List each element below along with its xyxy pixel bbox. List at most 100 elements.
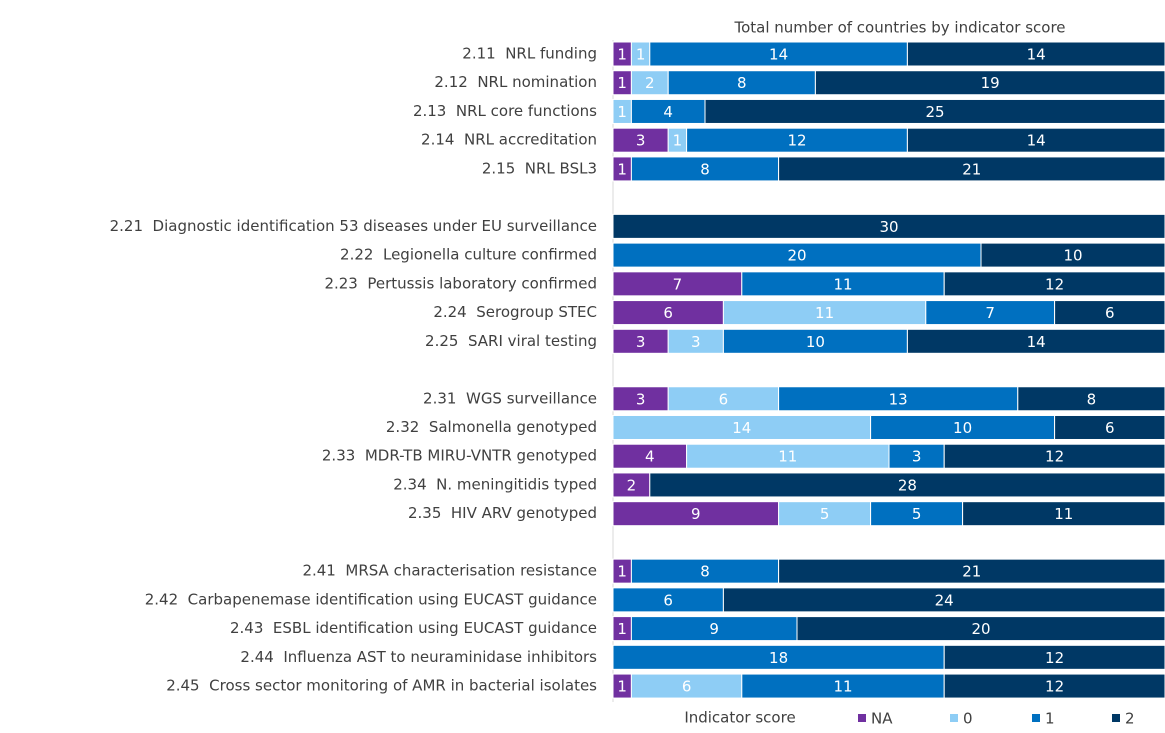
data-label: 7 xyxy=(985,304,995,322)
bar-segment xyxy=(612,414,872,440)
legend-swatch xyxy=(1112,714,1120,722)
data-label: 11 xyxy=(833,275,852,293)
bar-segment xyxy=(741,673,945,699)
category-label: 2.15 NRL BSL3 xyxy=(482,159,597,177)
data-label: 1 xyxy=(617,103,627,121)
data-label: 9 xyxy=(691,505,701,523)
data-label: 1 xyxy=(617,620,627,638)
bar-segment xyxy=(722,587,1165,613)
category-label: 2.25 SARI viral testing xyxy=(425,332,597,350)
bar-segment xyxy=(722,328,908,354)
category-label: 2.22 Legionella culture confirmed xyxy=(340,246,597,264)
data-label: 6 xyxy=(663,304,673,322)
bar-segment xyxy=(796,616,1165,642)
data-label: 14 xyxy=(1027,132,1046,150)
data-label: 3 xyxy=(691,333,701,351)
category-label: 2.33 MDR-TB MIRU-VNTR genotyped xyxy=(322,447,597,465)
data-label: 12 xyxy=(1045,649,1064,667)
bar-segment xyxy=(612,328,669,354)
data-label: 12 xyxy=(1045,678,1064,696)
legend-swatch xyxy=(858,714,866,722)
bar-segment xyxy=(630,156,780,182)
bar-segment xyxy=(943,644,1165,670)
data-label: 1 xyxy=(617,74,627,92)
data-label: 6 xyxy=(682,678,692,696)
data-label: 14 xyxy=(1027,333,1046,351)
bar-segment xyxy=(686,127,908,153)
category-label: 2.32 Salmonella genotyped xyxy=(386,418,597,436)
category-label: 2.14 NRL accreditation xyxy=(421,131,597,149)
data-label: 8 xyxy=(1087,390,1097,408)
data-label: 2 xyxy=(627,476,637,494)
bar-segment xyxy=(870,414,1056,440)
category-label: 2.13 NRL core functions xyxy=(413,102,597,120)
category-label: 2.31 WGS surveillance xyxy=(423,389,597,407)
data-label: 8 xyxy=(700,563,710,581)
data-label: 3 xyxy=(912,448,922,466)
data-label: 3 xyxy=(636,333,646,351)
data-label: 3 xyxy=(636,390,646,408)
bar-segment xyxy=(704,98,1165,124)
bar-segment xyxy=(814,70,1165,96)
category-label: 2.34 N. meningitidis typed xyxy=(393,475,597,493)
bar-segment xyxy=(612,271,743,297)
bar-segment xyxy=(943,271,1165,297)
data-label: 8 xyxy=(700,160,710,178)
category-label: 2.42 Carbapenemase identification using … xyxy=(145,590,597,608)
data-label: 7 xyxy=(673,275,683,293)
bar-segment xyxy=(1054,300,1165,326)
data-label: 12 xyxy=(1045,448,1064,466)
bar-segment xyxy=(612,443,688,469)
bar-segment xyxy=(612,472,651,498)
data-label: 14 xyxy=(769,46,788,64)
data-label: 11 xyxy=(1054,505,1073,523)
data-label: 25 xyxy=(925,103,944,121)
category-label: 2.12 NRL nomination xyxy=(434,73,597,91)
legend-label: NA xyxy=(871,710,893,728)
data-label: 6 xyxy=(1105,304,1115,322)
data-label: 12 xyxy=(787,132,806,150)
data-label: 4 xyxy=(663,103,673,121)
bar-segment xyxy=(943,673,1165,699)
bar-segment xyxy=(649,41,908,67)
category-label: 2.43 ESBL identification using EUCAST gu… xyxy=(230,619,597,637)
bar-segment xyxy=(906,127,1165,153)
data-label: 6 xyxy=(1105,419,1115,437)
data-label: 14 xyxy=(1027,46,1046,64)
data-label: 1 xyxy=(673,132,683,150)
legend-label: 1 xyxy=(1045,710,1055,728)
data-label: 19 xyxy=(981,74,1000,92)
legend-label: 2 xyxy=(1125,710,1135,728)
data-label: 10 xyxy=(953,419,972,437)
bar-segment xyxy=(980,242,1165,268)
bar-segment xyxy=(1017,386,1165,412)
data-label: 2 xyxy=(645,74,655,92)
category-label: 2.41 MRSA characterisation resistance xyxy=(302,562,597,580)
bar-segment xyxy=(630,673,743,699)
data-label: 1 xyxy=(617,678,627,696)
data-label: 24 xyxy=(935,591,954,609)
legend-label: 0 xyxy=(963,710,973,728)
bar-segment xyxy=(778,558,1165,584)
data-label: 6 xyxy=(663,591,673,609)
bar-segment xyxy=(667,386,780,412)
data-label: 1 xyxy=(617,46,627,64)
bar-segment xyxy=(612,644,945,670)
bar-segment xyxy=(667,328,724,354)
bar-segment xyxy=(686,443,890,469)
category-label: 2.44 Influenza AST to neuraminidase inhi… xyxy=(240,648,597,666)
bar-segment xyxy=(630,98,706,124)
data-label: 8 xyxy=(737,74,747,92)
data-label: 9 xyxy=(709,620,719,638)
bar-segment xyxy=(888,443,945,469)
data-label: 11 xyxy=(815,304,834,322)
data-label: 21 xyxy=(962,563,981,581)
data-label: 1 xyxy=(617,563,627,581)
bar-segment xyxy=(649,472,1165,498)
bar-segment xyxy=(612,213,1165,239)
data-label: 4 xyxy=(645,448,655,466)
category-label: 2.21 Diagnostic identification 53 diseas… xyxy=(110,217,597,235)
category-label: 2.35 HIV ARV genotyped xyxy=(408,504,597,522)
data-label: 10 xyxy=(1063,247,1082,265)
data-label: 13 xyxy=(889,390,908,408)
